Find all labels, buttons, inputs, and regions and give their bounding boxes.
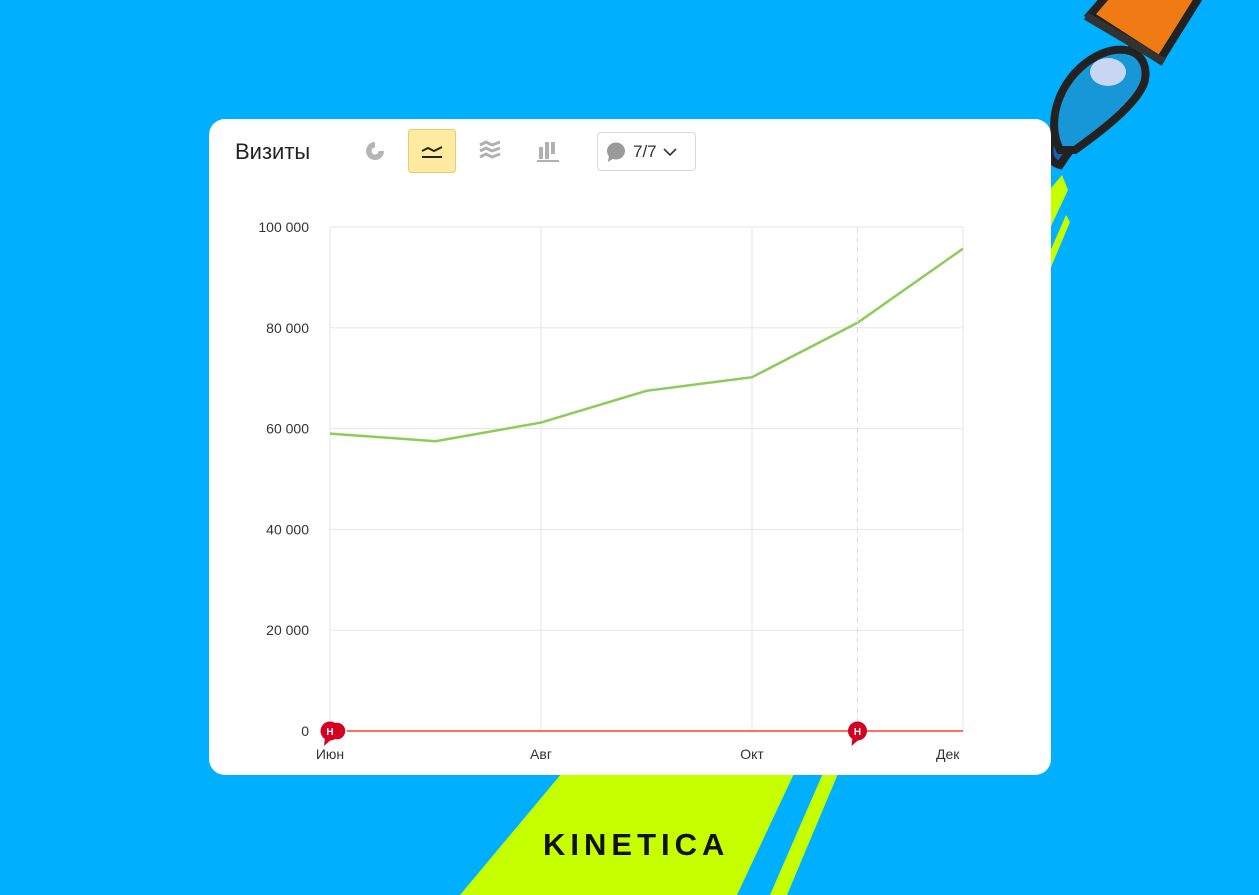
y-tick-label: 80 000: [266, 320, 309, 336]
y-tick-label: 20 000: [266, 622, 309, 638]
bar-chart-icon: [537, 142, 559, 162]
annotation-marker: Н: [848, 721, 867, 746]
chevron-down-icon: [663, 147, 677, 156]
bar-chart-button[interactable]: [524, 129, 572, 173]
line-chart-icon: [421, 146, 443, 158]
line-chart-button[interactable]: [408, 129, 456, 173]
notes-dropdown[interactable]: 7/7: [597, 132, 696, 171]
area-chart-icon: [479, 140, 501, 159]
rocket-illustration: [1045, 0, 1203, 170]
series-line: [329, 247, 964, 443]
y-tick-label: 100 000: [258, 219, 309, 235]
y-tick-label: 60 000: [266, 421, 309, 437]
chart-card: 0 20 000 40 000 60 000 80 000 100 000 Июн Авг Ок…: [209, 119, 1051, 775]
kinetica-logo: KINETICA: [543, 827, 730, 862]
x-tick-label: Дек: [936, 746, 960, 762]
x-tick-label: Окт: [740, 746, 764, 762]
pie-chart-icon: [366, 142, 384, 160]
pie-chart-button[interactable]: [351, 129, 399, 173]
annotation-circle: [320, 721, 340, 741]
chart-title: Визиты: [235, 139, 311, 164]
x-tick-label: Авг: [530, 746, 552, 762]
area-chart-button[interactable]: [466, 129, 514, 173]
y-tick-label: 0: [301, 723, 309, 739]
annotation-label: Н: [854, 727, 861, 738]
annotation-marker: Н: [320, 721, 347, 746]
x-tick-label: Июн: [316, 746, 344, 762]
notes-count: 7/7: [633, 141, 657, 161]
y-tick-label: 40 000: [266, 521, 309, 537]
annotation-label: Н: [326, 727, 333, 738]
speech-bubble-icon: [607, 142, 625, 162]
line-chart: 0 20 000 40 000 60 000 80 000 100 000 Июн Авг Ок…: [258, 219, 964, 762]
annotation-circle: [848, 721, 867, 741]
